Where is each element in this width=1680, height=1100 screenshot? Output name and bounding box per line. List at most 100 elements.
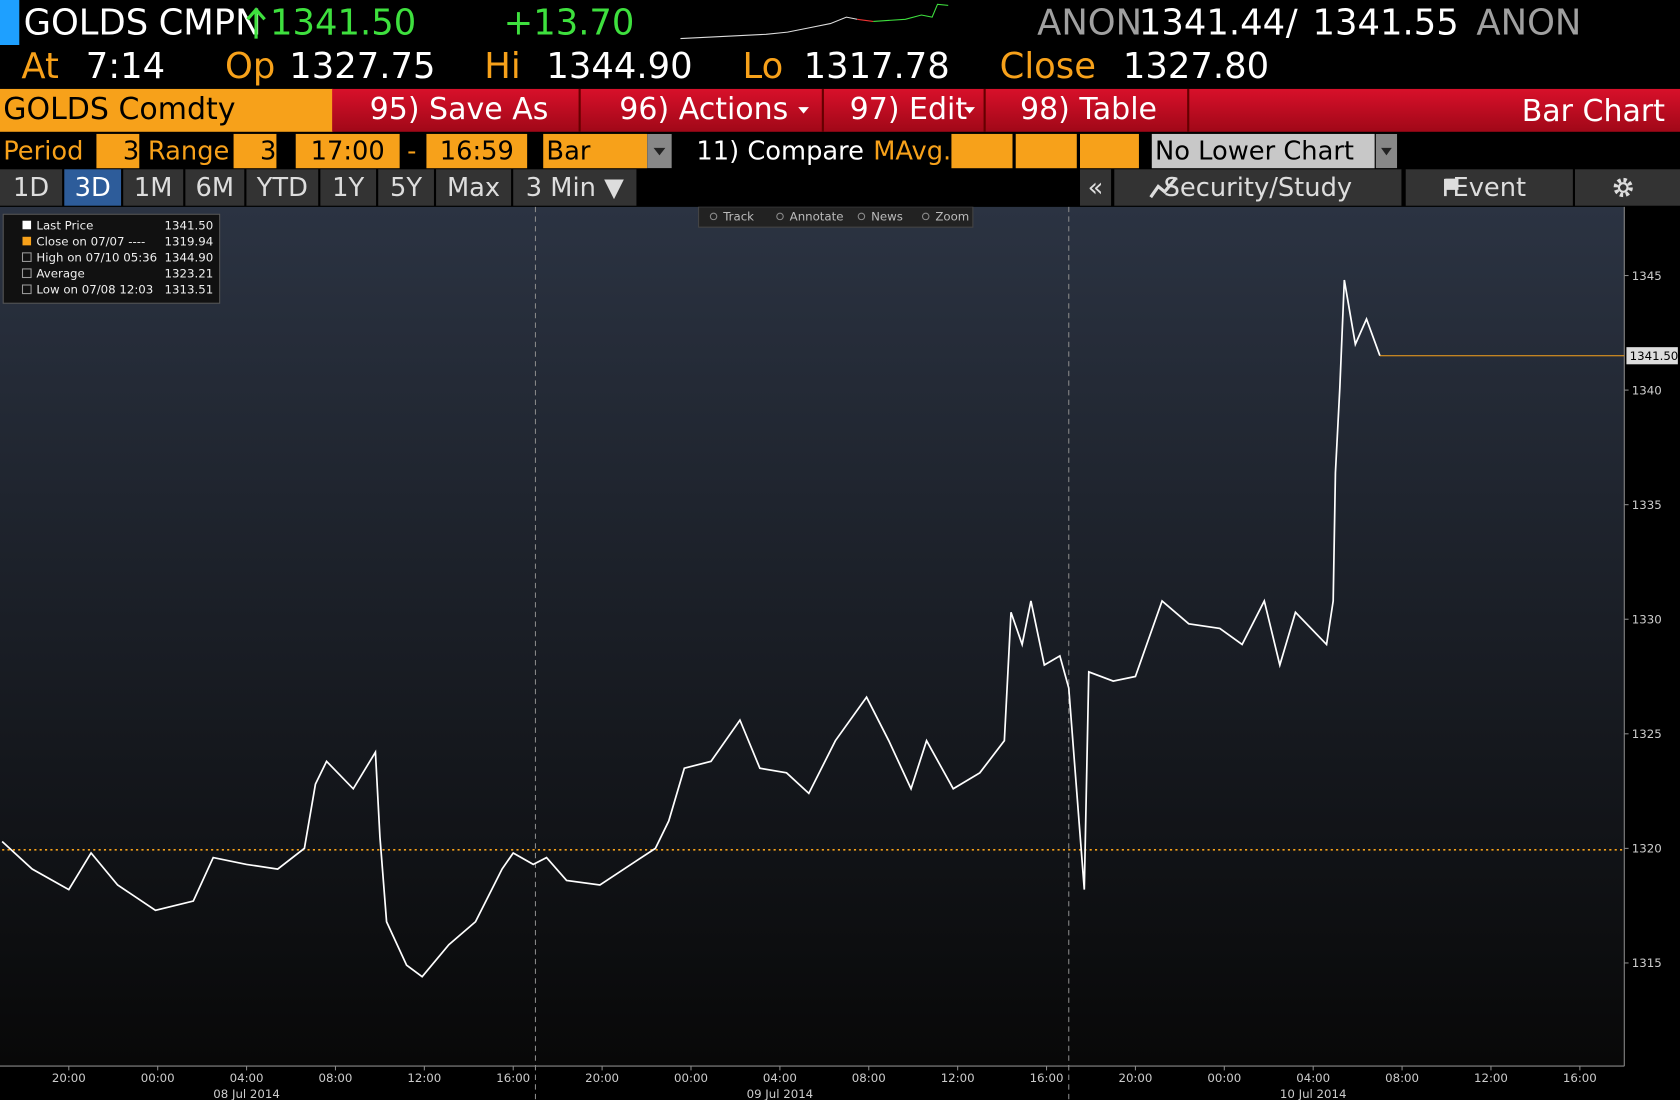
chart: 1315 1320 1325 1330 1335 1340 1345 20:00 00:00 04… (0, 206, 1680, 1100)
date-label: 08 Jul 2014 (213, 1087, 280, 1100)
collapse-button[interactable]: « (1080, 169, 1112, 206)
legend-value: 1313.51 (165, 283, 214, 297)
ask: 1341.55 (1312, 1, 1459, 43)
select[interactable]: No Lower Chart (1151, 133, 1375, 169)
menu-button[interactable]: 96) Actions (619, 91, 789, 127)
legend-icon (22, 220, 32, 230)
legend-label: Last Price (36, 218, 93, 232)
divider (983, 88, 986, 132)
dropdown-arrow (964, 107, 976, 114)
range-tab[interactable]: 3D (64, 169, 122, 206)
chart-toolbar (698, 206, 974, 228)
legend-label: Low on 07/08 12:03 (36, 283, 153, 297)
value: 1327.75 (289, 45, 436, 87)
x-tick-label: 04:00 (230, 1071, 264, 1085)
toolbar-icon (709, 212, 718, 221)
x-tick-label: 04:00 (1296, 1071, 1330, 1085)
y-tick-label: 1315 (1632, 956, 1662, 970)
divider (821, 88, 824, 132)
x-tick-label: 00:00 (1207, 1071, 1241, 1085)
last-price: 1341.50 (270, 1, 417, 43)
menu-button[interactable]: 95) Save As (369, 91, 549, 127)
marker (0, 0, 20, 46)
input[interactable]: 17:00 (295, 133, 400, 169)
toolbar-button[interactable]: Annotate (790, 210, 844, 224)
x-tick-label: 16:00 (496, 1071, 530, 1085)
bid: 1341.44 (1138, 1, 1286, 43)
x-tick-label: 08:00 (852, 1071, 886, 1085)
x-tick-label: 00:00 (674, 1071, 708, 1085)
separator: / (1285, 1, 1298, 43)
label: Hi (484, 45, 521, 87)
input[interactable] (1080, 133, 1139, 169)
change: +13.70 (503, 1, 635, 43)
y-tick-label: 1345 (1632, 269, 1662, 283)
x-tick-label: 04:00 (763, 1071, 797, 1085)
last-price-label: 1341.50 (1630, 349, 1679, 363)
input[interactable] (1015, 133, 1077, 169)
legend-value: 1319.94 (165, 234, 214, 248)
dropdown[interactable] (1375, 133, 1398, 169)
label: Range (147, 136, 230, 167)
range-tab[interactable]: 3 Min ▼ (513, 169, 637, 206)
label: Period (3, 136, 84, 167)
x-tick-label: 08:00 (1385, 1071, 1419, 1085)
x-tick-label: 20:00 (1118, 1071, 1152, 1085)
x-tick-label: 00:00 (141, 1071, 175, 1085)
date-label: 10 Jul 2014 (1280, 1087, 1347, 1100)
menu-button[interactable]: 97) Edit (849, 91, 968, 127)
flag-icon (1444, 178, 1459, 197)
sparkline (680, 3, 949, 40)
compare-button[interactable]: 11) Compare (696, 136, 865, 167)
x-tick-label: 12:00 (1474, 1071, 1508, 1085)
range-tab[interactable]: Max (436, 169, 512, 206)
value: 7:14 (85, 45, 166, 87)
input[interactable]: 3 (96, 133, 140, 169)
label: At (21, 45, 59, 87)
legend-box (2, 213, 221, 304)
security-field[interactable]: GOLDS Comdty (0, 88, 334, 132)
toolbar-button[interactable]: Track (722, 210, 754, 224)
legend-icon (21, 252, 32, 262)
legend-icon (22, 236, 32, 246)
label: - (407, 136, 417, 167)
study-icon (1149, 177, 1177, 199)
toolbar-icon (776, 212, 784, 221)
range-tab[interactable]: 6M (185, 169, 245, 206)
x-tick-label: 20:00 (585, 1071, 619, 1085)
event-tab[interactable]: Event (1405, 169, 1573, 206)
x-tick-label: 16:00 (1563, 1071, 1597, 1085)
value: 1317.78 (803, 45, 950, 87)
x-tick-label: 20:00 (52, 1071, 86, 1085)
divider (1187, 88, 1190, 132)
x-tick-label: 16:00 (1030, 1071, 1064, 1085)
gear-icon[interactable] (1611, 176, 1635, 200)
range-tab[interactable]: YTD (246, 169, 319, 206)
legend-value: 1323.21 (165, 267, 214, 281)
toolbar-button[interactable]: News (871, 210, 903, 224)
toolbar-button[interactable]: Zoom (935, 210, 969, 224)
range-tab[interactable]: 1Y (320, 169, 377, 206)
toolbar-icon (921, 212, 930, 221)
label: MAvg. (873, 136, 952, 167)
input[interactable]: 16:59 (426, 133, 528, 169)
menu-button[interactable]: 98) Table (1020, 91, 1157, 127)
last-price-box (1626, 347, 1678, 365)
dropdown-arrow (798, 107, 809, 114)
range-tab[interactable]: 1D (0, 169, 63, 206)
study-tab[interactable]: Security/Study (1114, 169, 1402, 206)
ticker: GOLDS (23, 1, 149, 43)
page-title: Bar Chart (1521, 93, 1666, 129)
input[interactable] (951, 133, 1013, 169)
dropdown[interactable] (647, 133, 672, 169)
y-tick-label: 1320 (1632, 842, 1662, 856)
input[interactable]: 3 (233, 133, 277, 169)
range-tab[interactable]: 1M (123, 169, 184, 206)
value: 1344.90 (546, 45, 693, 87)
legend-value: 1341.50 (165, 218, 214, 232)
divider (578, 88, 581, 132)
select[interactable]: Bar (543, 133, 648, 169)
range-tab[interactable]: 5Y (378, 169, 434, 206)
plot-background (0, 206, 1625, 1067)
